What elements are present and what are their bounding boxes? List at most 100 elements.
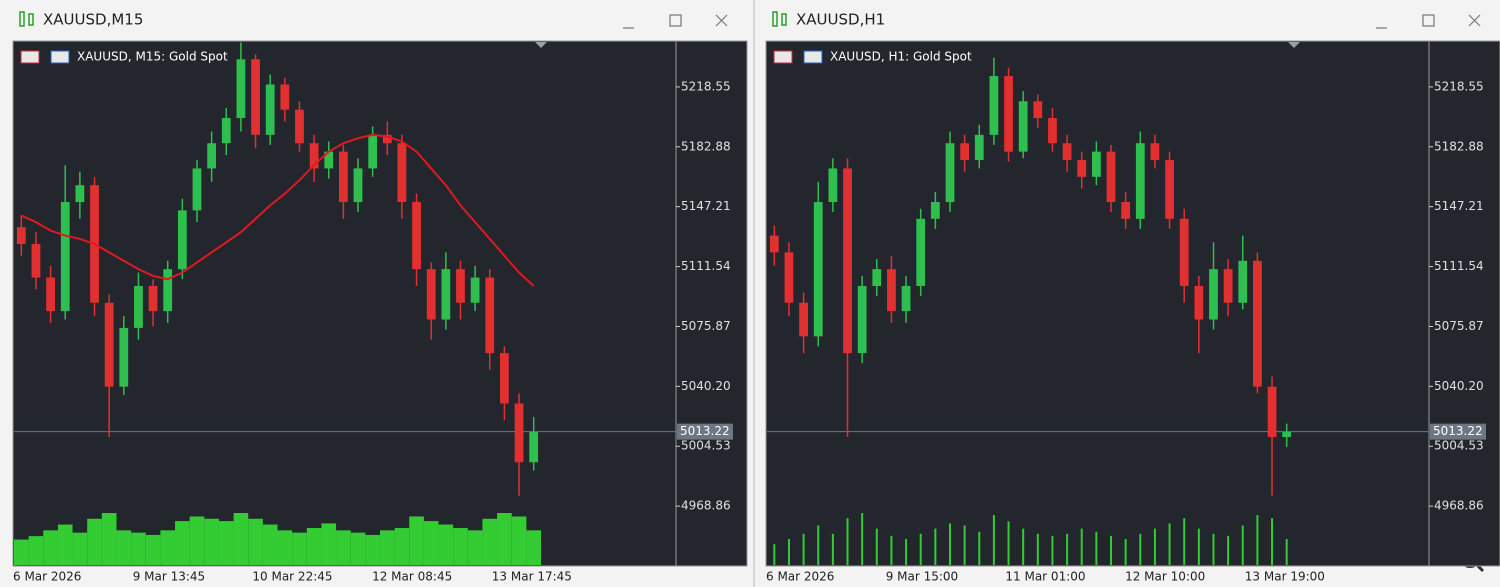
- y-tick-label: 5182.88: [1434, 139, 1484, 153]
- y-tick-label: 5218.55: [1434, 79, 1484, 93]
- candle-body: [251, 59, 260, 135]
- y-tick-label: 5147.21: [1434, 199, 1484, 213]
- volume-bar: [1051, 535, 1054, 565]
- volume-bar: [233, 513, 249, 565]
- y-tick-label: 5075.87: [1434, 319, 1484, 333]
- candle-body: [843, 168, 852, 354]
- candle-body: [192, 168, 202, 211]
- candle-body: [265, 84, 275, 135]
- shift-marker[interactable]: [535, 42, 547, 48]
- chart-label: XAUUSD, H1: Gold Spot: [830, 50, 972, 64]
- candle-body: [382, 134, 392, 144]
- volume-bar: [248, 518, 263, 565]
- volume-bar: [1197, 528, 1200, 565]
- candle-body: [1179, 218, 1189, 286]
- volume-bar: [802, 533, 805, 565]
- volume-bar: [934, 528, 937, 565]
- candle-body: [456, 269, 465, 303]
- candle-body: [353, 168, 363, 203]
- volume-bar: [116, 530, 132, 565]
- candle-body: [46, 277, 55, 312]
- volume-bar: [992, 515, 995, 565]
- volume-bar: [175, 521, 190, 565]
- current-price-box: [677, 423, 733, 440]
- chart-area: [12, 40, 748, 567]
- y-tick-label: 4968.86: [681, 499, 731, 513]
- volume-bar: [1271, 518, 1274, 565]
- maximize-button[interactable]: [1422, 14, 1435, 27]
- volume-bar: [890, 535, 893, 565]
- x-tick-label: 6 Mar 2026: [766, 570, 834, 584]
- label-icon: [803, 50, 823, 64]
- candle-body: [872, 269, 882, 286]
- volume-bar: [453, 528, 468, 565]
- volume-bar: [379, 530, 395, 565]
- volume-bar: [423, 521, 439, 565]
- candle-body: [104, 302, 114, 387]
- volume-bar: [350, 532, 366, 565]
- candle-body: [1062, 143, 1072, 161]
- candle-body: [31, 243, 41, 278]
- volume-bar: [87, 518, 102, 565]
- label-icon: [50, 50, 70, 64]
- shift-marker[interactable]: [1288, 42, 1300, 48]
- volume-bar: [1036, 533, 1039, 565]
- candle-body: [989, 76, 999, 135]
- close-button[interactable]: [1468, 14, 1481, 27]
- volume-bar: [511, 516, 527, 565]
- candle-body: [945, 143, 955, 203]
- y-tick-label: 5040.20: [1434, 379, 1484, 393]
- candle-body: [1165, 160, 1174, 219]
- candle-body: [485, 277, 495, 354]
- x-tick-label: 6 Mar 2026: [13, 570, 81, 584]
- volume-bar: [43, 530, 58, 565]
- candle-body: [75, 185, 85, 203]
- candle-body: [1267, 386, 1277, 438]
- candle-body: [441, 269, 451, 320]
- candle-body: [857, 285, 867, 354]
- volume-bar: [978, 531, 981, 565]
- volume-bar: [57, 524, 73, 565]
- candle-body: [887, 269, 896, 312]
- maximize-button[interactable]: [669, 14, 682, 27]
- candle-body: [901, 285, 911, 312]
- y-tick-label: 5111.54: [1434, 259, 1484, 273]
- candle-body: [119, 327, 129, 387]
- candle-body: [412, 202, 421, 270]
- window-title: XAUUSD,H1: [796, 11, 885, 29]
- x-tick-label: 9 Mar 15:00: [886, 570, 959, 584]
- candle-body: [1106, 151, 1116, 203]
- volume-bar: [292, 532, 307, 565]
- candle-body: [1223, 269, 1233, 303]
- close-button[interactable]: [715, 14, 728, 27]
- candle-body: [960, 143, 970, 161]
- y-tick-label: 4968.86: [1434, 499, 1484, 513]
- volume-bar: [1153, 528, 1156, 565]
- volume-bar: [831, 533, 834, 565]
- volume-bar: [482, 518, 498, 565]
- candle-body: [1048, 118, 1057, 144]
- candle-body: [784, 252, 794, 303]
- volume-bar: [773, 544, 776, 565]
- candle-body: [426, 269, 436, 320]
- volume-bar: [131, 532, 146, 565]
- candle-body: [309, 143, 319, 169]
- x-tick-label: 13 Mar 19:00: [1245, 570, 1325, 584]
- candle-body: [163, 269, 173, 312]
- volume-bar: [1139, 533, 1142, 565]
- volume-bar: [497, 513, 512, 565]
- y-tick-label: 5147.21: [681, 199, 731, 213]
- volume-bar: [1110, 535, 1113, 565]
- volume-bar: [262, 524, 278, 565]
- candle-body: [1282, 432, 1292, 438]
- candle-body: [1121, 202, 1131, 219]
- y-tick-label: 5182.88: [681, 139, 731, 153]
- candle-body: [207, 143, 217, 169]
- volume-bar: [1095, 531, 1098, 565]
- volume-bar: [321, 523, 337, 565]
- volume-bar: [1183, 518, 1186, 565]
- y-tick-label: 5040.20: [681, 379, 731, 393]
- candle-body: [148, 285, 158, 312]
- chart-area: [765, 40, 1500, 567]
